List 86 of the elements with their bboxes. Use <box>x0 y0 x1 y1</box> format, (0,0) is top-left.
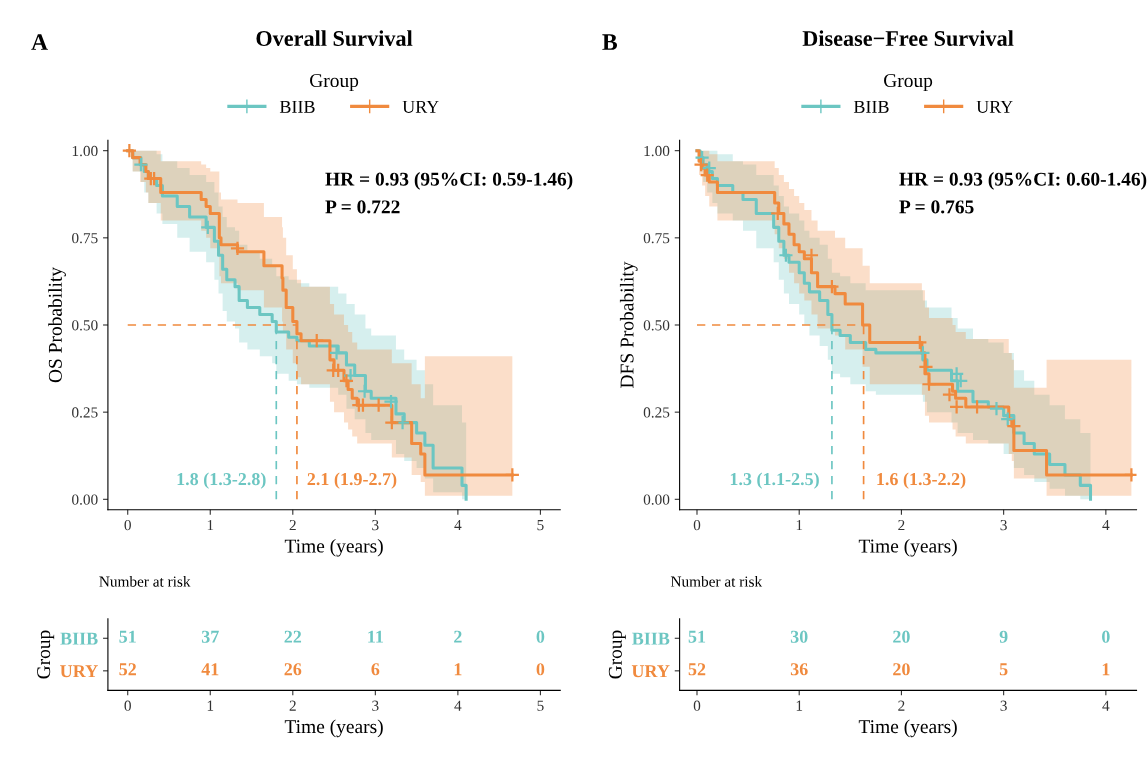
data-label: 41 <box>201 663 219 676</box>
x-tick-label: 3 <box>372 700 379 711</box>
x-tick-label: 4 <box>1102 700 1110 711</box>
y-tick-label: BIIB <box>60 632 98 645</box>
y-tick-label: 0.00 <box>72 494 98 505</box>
data-label: 51 <box>688 630 706 643</box>
data-label: 9 <box>999 630 1008 643</box>
chart-title: Overall Survival <box>256 30 413 47</box>
y-tick-label: 1.00 <box>644 145 670 157</box>
legend-label: URY <box>976 100 1013 113</box>
text: B <box>602 34 618 50</box>
x-tick-label: 1 <box>796 520 803 531</box>
y-tick-label: 0.50 <box>72 320 98 331</box>
y-tick-label: 0.75 <box>643 232 670 244</box>
x-tick-label: 5 <box>537 700 544 711</box>
annotation: P = 0.722 <box>325 200 400 214</box>
data-label: 1 <box>1102 663 1110 676</box>
data-label: 37 <box>201 630 219 643</box>
x-tick-label: 3 <box>1000 700 1007 711</box>
x-tick-label: 4 <box>454 520 462 531</box>
data-label: 5 <box>999 663 1008 676</box>
legend-label: BIIB <box>279 100 315 113</box>
y-tick-label: 0.75 <box>72 232 98 244</box>
x-axis-title: Time (years) <box>284 719 383 738</box>
legend-label: URY <box>402 100 439 113</box>
y-tick-label: URY <box>60 665 98 678</box>
x-tick-label: 5 <box>537 520 544 531</box>
data-label: 20 <box>893 630 910 643</box>
ref-line-label: 1.3 (1.1-2.5) <box>730 472 819 489</box>
x-tick-label: 1 <box>207 520 214 531</box>
data-label: 1 <box>454 663 462 676</box>
x-tick-label: 4 <box>454 700 462 711</box>
x-tick-label: 2 <box>898 519 905 531</box>
x-tick-label: 0 <box>124 700 131 711</box>
data-label: 6 <box>371 663 380 676</box>
x-tick-label: 0 <box>693 700 701 711</box>
y-axis-title: Group <box>608 630 626 679</box>
ref-line-label: 2.1 (1.9-2.7) <box>307 472 397 489</box>
x-tick-label: 0 <box>693 519 701 531</box>
data-label: 52 <box>688 663 706 676</box>
legend-label: BIIB <box>853 100 889 113</box>
y-axis-title: DFS Probability <box>619 261 638 388</box>
x-tick-label: 2 <box>289 700 296 711</box>
data-label: 26 <box>284 663 302 676</box>
data-label: 0 <box>536 663 545 676</box>
chart-title: Disease−Free Survival <box>802 30 1014 47</box>
legend-title: Group <box>884 74 933 92</box>
data-label: 11 <box>368 630 383 643</box>
legend-title: Group <box>310 74 359 92</box>
y-tick-label: 0.00 <box>643 494 670 505</box>
x-tick-label: 1 <box>796 700 803 711</box>
text: A <box>31 34 48 50</box>
x-axis-title: Time (years) <box>858 719 957 738</box>
x-axis-title: Time (years) <box>284 538 383 557</box>
y-axis-title: OS Probability <box>48 267 66 383</box>
x-axis-title: Time (years) <box>858 538 957 557</box>
data-label: 0 <box>1102 630 1110 643</box>
y-axis-title: Group <box>37 630 55 679</box>
chart-title: Number at risk <box>670 576 763 587</box>
data-label: 51 <box>119 630 136 643</box>
x-tick-label: 0 <box>124 519 131 531</box>
data-label: 36 <box>790 663 808 676</box>
data-label: 22 <box>284 630 302 643</box>
x-tick-label: 4 <box>1102 520 1110 531</box>
x-tick-label: 1 <box>207 700 214 711</box>
x-tick-label: 2 <box>289 519 296 531</box>
ref-line-label: 1.6 (1.3-2.2) <box>877 472 966 489</box>
chart-title: Number at risk <box>99 576 191 587</box>
ref-line-label: 1.8 (1.3-2.8) <box>177 472 266 489</box>
y-tick-label: BIIB <box>632 632 670 645</box>
data-label: 0 <box>536 630 545 643</box>
annotation: HR = 0.93 (95%CI: 0.59-1.46) <box>325 172 573 190</box>
data-label: 2 <box>454 630 462 643</box>
y-tick-label: 0.50 <box>643 320 670 331</box>
data-label: 30 <box>790 630 808 643</box>
annotation: P = 0.765 <box>899 200 974 214</box>
x-tick-label: 2 <box>898 700 905 711</box>
x-tick-label: 3 <box>372 519 379 531</box>
x-tick-label: 3 <box>1000 519 1007 531</box>
y-tick-label: 0.25 <box>72 407 98 418</box>
y-tick-label: 0.25 <box>643 407 670 418</box>
y-tick-label: URY <box>631 665 670 678</box>
y-tick-label: 1.00 <box>72 145 98 157</box>
data-label: 20 <box>893 663 910 676</box>
data-label: 52 <box>119 663 136 676</box>
annotation: HR = 0.93 (95%CI: 0.60-1.46) <box>899 172 1147 190</box>
